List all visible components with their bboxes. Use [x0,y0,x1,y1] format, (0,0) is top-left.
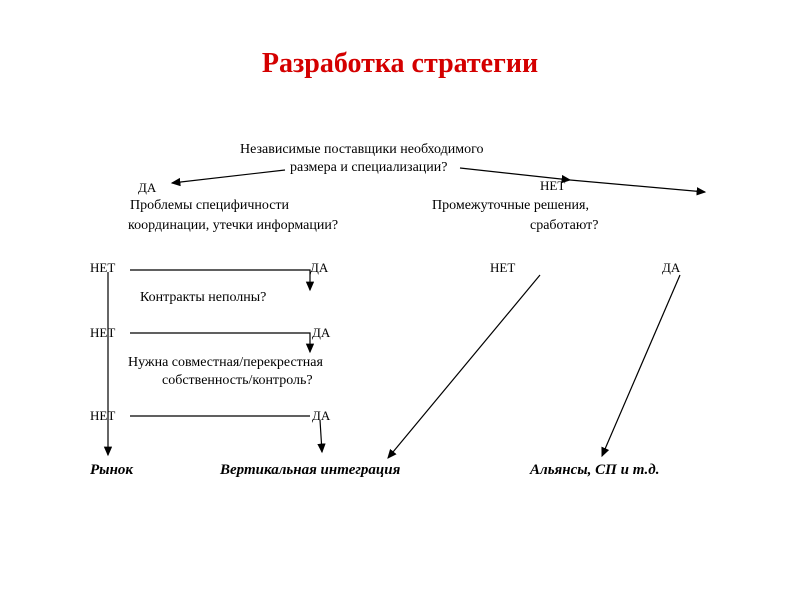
outcome-vi: Вертикальная интеграция [220,462,400,479]
right-question-line2: сработают? [530,218,598,234]
outcome-market: Рынок [90,462,133,479]
row1-net-right: НЕТ [490,260,515,276]
right-question-line1: Промежуточные решения, [432,198,589,214]
left-question-line1: Проблемы специфичности [130,198,289,214]
left-question-line2: координации, утечки информации? [128,218,338,234]
joint-question-line2: собственность/контроль? [162,373,313,389]
branch-da: ДА [138,180,156,196]
page-title: Разработка стратегии [0,48,800,80]
row2-net: НЕТ [90,325,115,341]
root-question-line1: Независимые поставщики необходимого [240,142,484,158]
row1-da-right: ДА [662,260,680,276]
branch-net: НЕТ [540,178,565,194]
joint-question-line1: Нужна совместная/перекрестная [128,355,323,371]
contracts-question: Контракты неполны? [140,290,266,306]
row3-net: НЕТ [90,408,115,424]
row2-da: ДА [312,325,330,341]
arrows-overlay [0,0,800,600]
row1-net-left: НЕТ [90,260,115,276]
outcome-alliances: Альянсы, СП и т.д. [530,462,660,479]
row3-da: ДА [312,408,330,424]
root-question-line2: размера и специализации? [290,160,447,176]
row1-da-left: ДА [310,260,328,276]
